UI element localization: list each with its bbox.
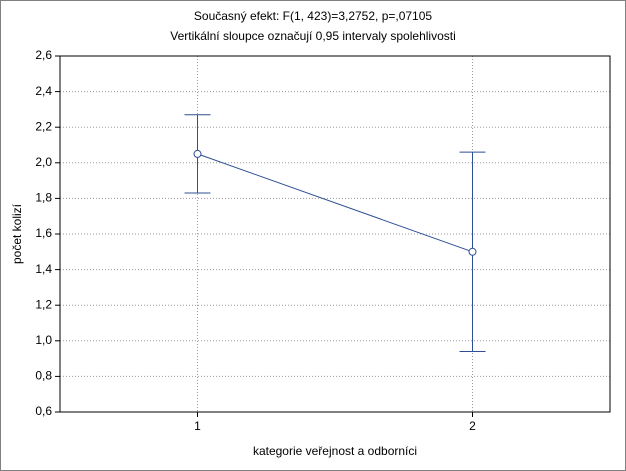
y-axis-label: počet kolizí [10, 203, 24, 264]
x-tick-label: 2 [469, 419, 476, 433]
y-tick-label: 0,6 [35, 404, 52, 418]
x-axis-label: kategorie veřejnost a odborníci [253, 444, 417, 458]
y-tick-label: 1,0 [35, 333, 52, 347]
chart-subtitle: Vertikální sloupce označují 0,95 interva… [170, 29, 456, 43]
point [468, 247, 477, 256]
x-tick-label: 1 [194, 419, 201, 433]
chart-title: Současný efekt: F(1, 423)=3,2752, p=,071… [194, 9, 432, 23]
y-tick-label: 1,4 [35, 262, 52, 276]
y-tick-label: 1,6 [35, 226, 52, 240]
y-tick-label: 1,2 [35, 297, 52, 311]
line [197, 153, 473, 253]
y-tick-label: 2,0 [35, 155, 52, 169]
y-tick-label: 0,8 [35, 369, 52, 383]
plot-area [59, 55, 611, 413]
y-tick-label: 1,8 [35, 191, 52, 205]
point [193, 149, 202, 158]
y-tick-label: 2,2 [35, 119, 52, 133]
y-tick-label: 2,6 [35, 48, 52, 62]
y-tick-label: 2,4 [35, 84, 52, 98]
